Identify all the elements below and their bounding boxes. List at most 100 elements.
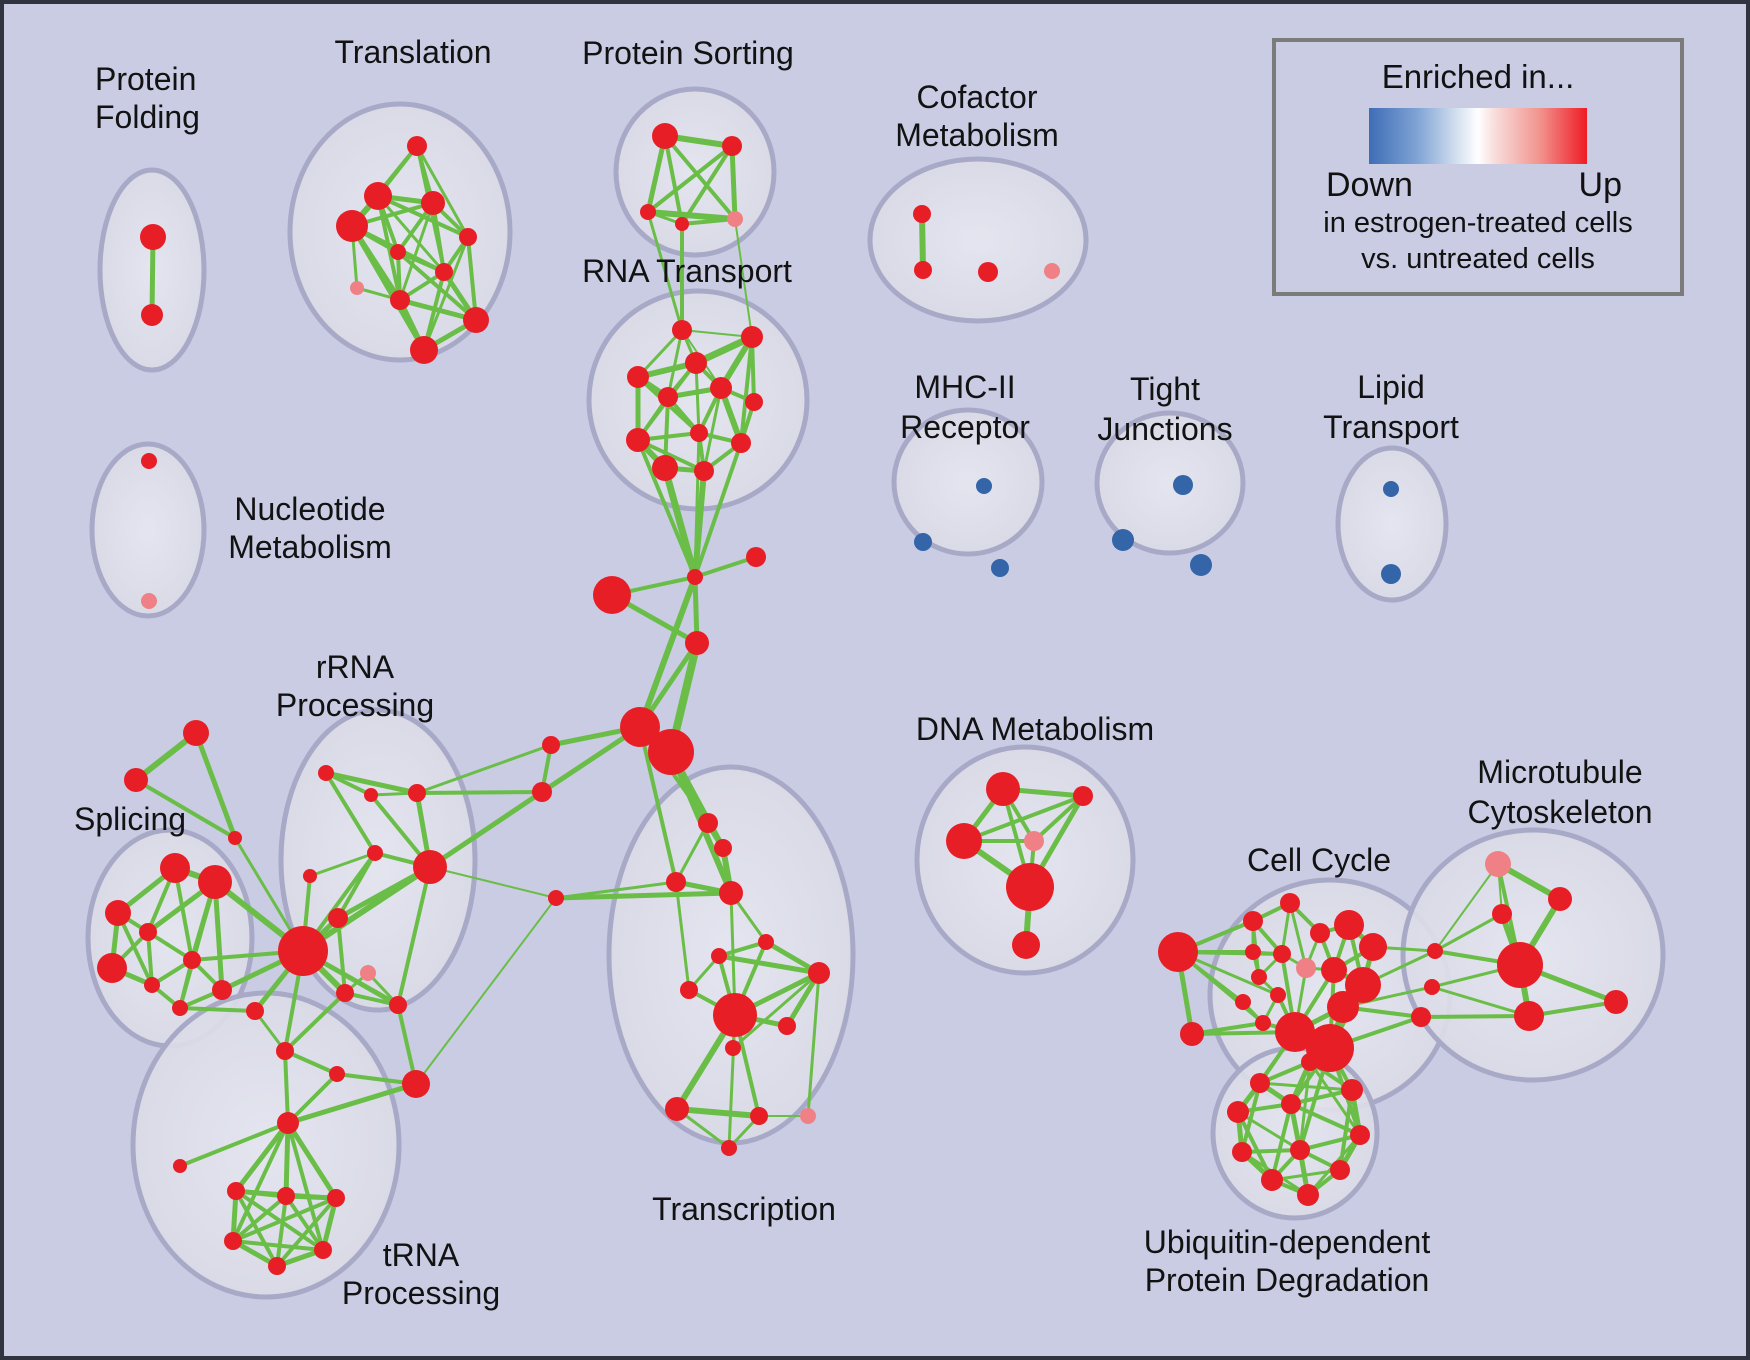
cluster-ellipse-lipid-transport — [1335, 445, 1449, 603]
edge-ub1-ub7 — [1240, 1081, 1262, 1154]
cluster-label-lipid-transport-line2: Transport — [1323, 409, 1459, 445]
node-dm2 — [1073, 786, 1093, 806]
node-mL1 — [542, 736, 560, 754]
edge-mid1-hub1 — [637, 574, 698, 730]
cluster-label-dna-metabolism: DNA Metabolism — [916, 711, 1154, 747]
node-cc13 — [1235, 994, 1251, 1010]
edge-ps5-rt2 — [734, 218, 753, 338]
node-tn2 — [277, 1187, 295, 1205]
edge-rr7-rr8 — [308, 851, 377, 878]
cluster-label-protein-folding-line1: Protein — [95, 61, 196, 97]
node-rr8 — [303, 869, 317, 883]
node-dm4 — [1024, 831, 1044, 851]
edge-mcP-mcS1 — [1434, 863, 1499, 952]
node-cc8 — [1296, 958, 1316, 978]
edge-tn0-tn2 — [283, 1120, 291, 1199]
node-rr4 — [318, 765, 334, 781]
node-ccL — [1158, 932, 1198, 972]
legend-subtitle-line2: vs. untreated cells — [1361, 243, 1595, 275]
node-cc1 — [1243, 911, 1263, 931]
edge-mc3-mcS3 — [1419, 1014, 1531, 1019]
node-rr12 — [360, 965, 376, 981]
cluster-label-rrna-processing-line2: Processing — [276, 687, 434, 723]
edge-ps1-ps5 — [663, 134, 737, 221]
node-cc4 — [1334, 910, 1364, 940]
node-tc8 — [665, 1097, 689, 1121]
node-cc7 — [1273, 945, 1291, 963]
edge-pf1-pf2 — [149, 234, 156, 318]
node-nm1 — [141, 453, 157, 469]
node-rr10 — [328, 908, 348, 928]
cluster-label-splicing: Splicing — [74, 801, 186, 837]
edge-tn0-tn1 — [233, 1120, 291, 1194]
edge-ps4-ps5 — [680, 217, 737, 226]
node-tc6 — [778, 1017, 796, 1035]
node-tj3 — [1190, 554, 1212, 576]
node-cc2 — [1280, 893, 1300, 913]
node-tc2 — [758, 934, 774, 950]
node-tcD — [719, 881, 743, 905]
node-mcS3 — [1411, 1007, 1431, 1027]
edge-rt8-mid1 — [693, 431, 701, 579]
edge-tc3-tc7 — [731, 971, 821, 1050]
node-tcL — [548, 890, 564, 906]
node-tcB — [714, 839, 732, 857]
edge-ub9-ub10 — [1270, 1168, 1342, 1182]
edge-ub5-ub9 — [1270, 1102, 1293, 1182]
node-sp1 — [160, 853, 190, 883]
node-tcC — [666, 872, 686, 892]
edge-tcA-tcC — [674, 821, 710, 884]
node-mh1 — [976, 478, 992, 494]
node-lt2 — [1381, 564, 1401, 584]
node-tl10 — [463, 307, 489, 333]
node-rt7 — [745, 393, 763, 411]
edge-rt1-rt2 — [681, 329, 753, 338]
edge-rr16-tn0 — [283, 1049, 290, 1125]
node-ps4 — [675, 217, 689, 231]
edge-rr4-rr7 — [324, 771, 377, 855]
edge-rr1-rr3 — [193, 730, 238, 841]
cluster-label-microtubule-cytoskeleton-line1: Microtubule — [1477, 754, 1642, 790]
node-tcA — [698, 813, 718, 833]
edge-tl9-tl10 — [397, 297, 479, 323]
cluster-ellipse-translation — [287, 101, 513, 363]
node-tl11 — [410, 336, 438, 364]
node-rt10 — [731, 433, 751, 453]
edge-tcC-tc4 — [674, 880, 691, 992]
edge-rt1-rt6 — [666, 328, 684, 399]
node-ub6 — [1350, 1125, 1370, 1145]
edge-tn3-tn6 — [275, 1196, 338, 1268]
node-ub9 — [1261, 1169, 1283, 1191]
node-mcP — [1485, 851, 1511, 877]
cluster-label-rna-transport: RNA Transport — [582, 253, 792, 289]
node-mid3 — [593, 576, 631, 614]
edge-mL2-rr6 — [415, 790, 544, 795]
node-cf4 — [1044, 263, 1060, 279]
node-cf3 — [978, 262, 998, 282]
edge-rt5-rt12 — [702, 386, 723, 473]
edge-tl1-tl5 — [415, 144, 470, 239]
node-rr16 — [276, 1042, 294, 1060]
node-mc3 — [1514, 1001, 1544, 1031]
node-mh3 — [991, 559, 1009, 577]
edge-rr2-rr3 — [134, 778, 237, 840]
node-tl7 — [435, 263, 453, 281]
node-rr13 — [336, 984, 354, 1002]
node-tl1 — [407, 136, 427, 156]
node-rt2 — [741, 326, 763, 348]
edge-hub1-tcC — [638, 725, 678, 884]
cluster-label-microtubule-cytoskeleton-line2: Cytoskeleton — [1468, 794, 1653, 830]
node-cc14 — [1255, 1015, 1271, 1031]
edge-rr10-rr13 — [336, 916, 347, 995]
node-lt1 — [1383, 481, 1399, 497]
node-ps1 — [652, 123, 678, 149]
cluster-ellipse-cofactor-metabolism — [867, 156, 1089, 324]
node-ub3 — [1341, 1079, 1363, 1101]
cluster-label-mhc-ii-receptor-line1: MHC-II — [914, 369, 1015, 405]
node-tc1 — [711, 948, 727, 964]
edge-rr13-rr16 — [283, 991, 347, 1053]
node-mid2 — [746, 547, 766, 567]
node-tn0 — [277, 1112, 299, 1134]
